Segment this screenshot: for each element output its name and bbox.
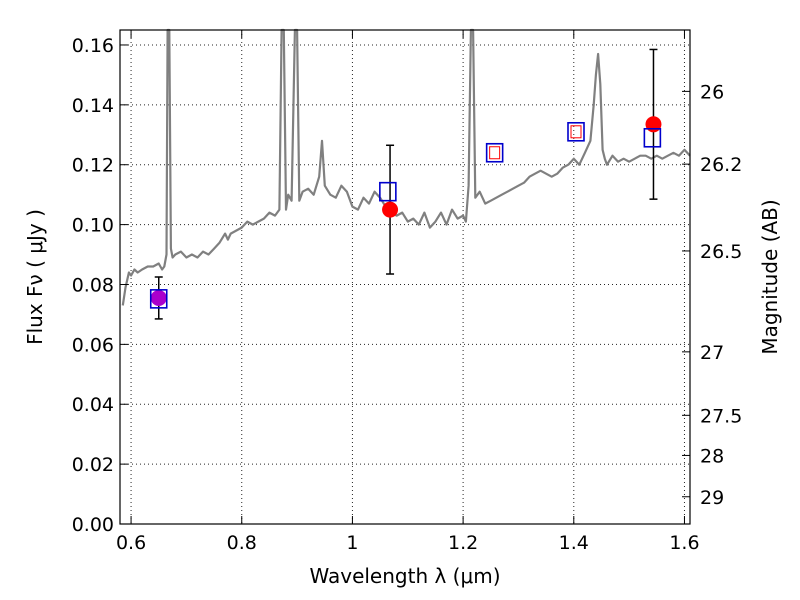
observed-point bbox=[645, 116, 662, 133]
x-tick-label: 0.8 bbox=[227, 532, 257, 554]
right-tick-label: 27.5 bbox=[700, 405, 742, 427]
right-tick-label: 26.2 bbox=[700, 154, 742, 176]
y-tick-label: 0.14 bbox=[72, 95, 114, 117]
y-tick-label: 0.08 bbox=[72, 274, 114, 296]
observed-marker-square bbox=[570, 125, 582, 139]
observed-marker-square bbox=[489, 146, 501, 160]
y-axis-title: Flux Fν ( μJy ) bbox=[23, 209, 47, 345]
model-point bbox=[643, 127, 662, 148]
x-tick-labels: 0.6 0.8 1 1.2 1.4 1.6 bbox=[116, 532, 700, 554]
x-tick-label: 1.4 bbox=[559, 532, 589, 554]
plot-frame bbox=[119, 29, 691, 525]
errorbar-layer bbox=[154, 48, 658, 320]
sed-curve bbox=[121, 28, 691, 306]
grid bbox=[120, 30, 690, 525]
right-axis-title: Magnitude (AB) bbox=[758, 199, 782, 354]
model-layer bbox=[149, 121, 662, 309]
ticks bbox=[120, 30, 690, 525]
x-tick-label: 0.6 bbox=[116, 532, 146, 554]
y-tick-label: 0.00 bbox=[72, 514, 114, 536]
model-point bbox=[149, 289, 168, 309]
right-tick-label: 27 bbox=[700, 342, 724, 364]
x-axis-title: Wavelength λ (μm) bbox=[309, 564, 500, 588]
y-tick-label: 0.16 bbox=[72, 35, 114, 57]
y-tick-label: 0.02 bbox=[72, 454, 114, 476]
right-tick-labels: 26 26.2 26.5 27 27.5 28 29 bbox=[700, 81, 742, 508]
y-tick-label: 0.10 bbox=[72, 215, 114, 237]
observed-point bbox=[382, 201, 399, 218]
x-tick-label: 1 bbox=[346, 532, 358, 554]
x-tick-label: 1.2 bbox=[448, 532, 478, 554]
y-tick-label: 0.12 bbox=[72, 155, 114, 177]
model-point bbox=[379, 181, 397, 202]
right-tick-label: 29 bbox=[700, 487, 724, 509]
x-tick-label: 1.6 bbox=[669, 532, 699, 554]
observed-point bbox=[150, 289, 167, 306]
y-tick-label: 0.04 bbox=[72, 394, 114, 416]
observed-layer bbox=[150, 116, 662, 306]
y-tick-labels: 0.00 0.02 0.04 0.06 0.08 0.10 0.12 0.14 0.16 bbox=[72, 35, 114, 536]
model-point bbox=[567, 121, 585, 142]
y-tick-label: 0.06 bbox=[72, 334, 114, 356]
right-tick-label: 26 bbox=[700, 81, 724, 103]
sed-layer bbox=[121, 28, 691, 306]
right-tick-label: 28 bbox=[700, 445, 724, 467]
model-point bbox=[485, 142, 504, 163]
right-tick-label: 26.5 bbox=[700, 241, 742, 263]
